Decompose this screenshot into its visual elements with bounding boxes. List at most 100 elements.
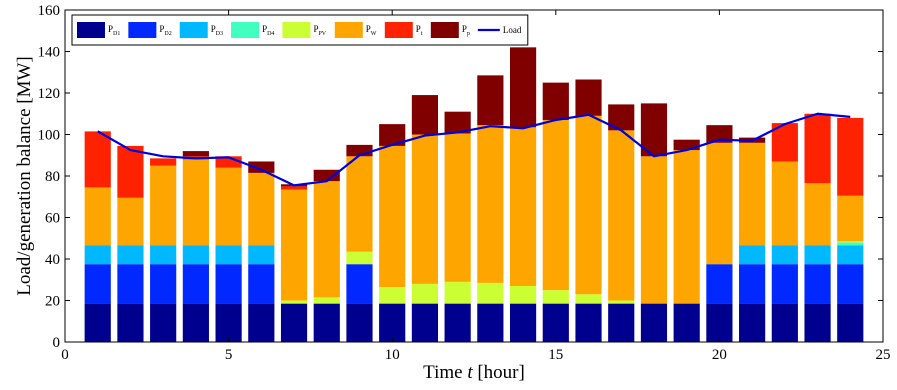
bars-layer xyxy=(84,47,864,342)
bar-segment-p-w-h8 xyxy=(313,181,340,298)
y-tick-label: 0 xyxy=(53,335,61,351)
bar-segment-p-d3-h5 xyxy=(215,245,242,265)
bar-segment-p-d1-h9 xyxy=(346,303,373,342)
bar-segment-p-d2-h5 xyxy=(215,264,242,304)
bar-segment-p-d1-h14 xyxy=(509,303,537,342)
bar-segment-p-t-h5 xyxy=(215,156,242,168)
bar-segment-p-d2-h4 xyxy=(182,264,209,304)
legend-swatch-p-p xyxy=(430,22,459,38)
bar-segment-p-pv-h8 xyxy=(313,297,340,304)
bar-segment-p-d1-h18 xyxy=(640,303,668,342)
bar-segment-p-d3-h2 xyxy=(117,245,144,265)
bar-segment-p-d2-h6 xyxy=(248,264,275,304)
bar-segment-p-d3-h22 xyxy=(771,245,798,265)
x-axis-title-prefix: Time xyxy=(423,362,467,383)
legend-swatch-p-t xyxy=(384,22,413,38)
bar-segment-p-t-h2 xyxy=(117,145,144,198)
bar-segment-p-d2-h9 xyxy=(346,264,373,304)
bar-segment-p-t-h3 xyxy=(150,158,177,166)
bar-segment-p-w-h17 xyxy=(608,130,635,301)
bar-segment-p-d2-h21 xyxy=(739,264,766,304)
bar-segment-p-t-h24 xyxy=(837,117,864,196)
x-tick-label: 10 xyxy=(385,347,400,363)
y-tick-label: 80 xyxy=(45,169,60,185)
bar-segment-p-w-h7 xyxy=(280,189,308,301)
bar-segment-p-w-h10 xyxy=(379,145,406,288)
bar-segment-p-d1-h3 xyxy=(150,303,177,342)
bar-segment-p-pv-h9 xyxy=(346,251,373,265)
bar-segment-p-w-h16 xyxy=(575,115,602,295)
bar-segment-p-p-h10 xyxy=(379,124,406,146)
bar-segment-p-pv-h13 xyxy=(477,282,504,304)
bar-segment-p-w-h24 xyxy=(837,195,864,242)
y-tick-label: 60 xyxy=(45,211,60,227)
bar-segment-p-t-h23 xyxy=(804,113,831,184)
bar-segment-p-d1-h10 xyxy=(379,303,406,342)
legend-label-p-d2: PD2 xyxy=(159,24,171,37)
legend-swatch-p-d3 xyxy=(179,22,208,38)
x-tick-label: 0 xyxy=(61,347,69,363)
bar-segment-p-pv-h10 xyxy=(379,287,406,304)
bar-segment-p-pv-h17 xyxy=(608,300,635,304)
bar-segment-p-p-h14 xyxy=(509,47,537,128)
bar-segment-p-pv-h14 xyxy=(509,285,537,304)
bar-segment-p-d3-h4 xyxy=(182,245,209,265)
bar-segment-p-p-h15 xyxy=(542,82,569,120)
bar-segment-p-d1-h7 xyxy=(280,303,308,342)
bar-segment-p-p-h20 xyxy=(706,125,733,143)
bar-segment-p-w-h14 xyxy=(509,127,537,286)
bar-segment-p-w-h4 xyxy=(182,159,209,246)
bar-segment-p-pv-h16 xyxy=(575,294,602,304)
bar-segment-p-p-h18 xyxy=(640,103,668,157)
bar-segment-p-d3-h6 xyxy=(248,245,275,265)
load-layer xyxy=(97,112,851,187)
x-axis-title-suffix: [hour] xyxy=(473,362,525,383)
bar-segment-p-d1-h12 xyxy=(444,303,471,342)
y-tick-label: 40 xyxy=(45,252,60,268)
x-tick-label: 15 xyxy=(548,347,563,363)
y-axis-title: Load/generation balance [MW] xyxy=(14,56,35,296)
bar-segment-p-d2-h24 xyxy=(837,264,864,304)
bar-segment-p-d1-h8 xyxy=(313,303,340,342)
bar-segment-p-d1-h17 xyxy=(608,303,635,342)
bar-segment-p-d4-h24 xyxy=(837,242,864,246)
bar-segment-p-d1-h2 xyxy=(117,303,144,342)
bar-segment-p-w-h21 xyxy=(739,142,766,246)
bar-segment-p-d1-h22 xyxy=(771,303,798,342)
bar-segment-p-d3-h21 xyxy=(739,245,766,265)
bar-segment-p-p-h11 xyxy=(411,95,439,135)
bar-segment-p-w-h18 xyxy=(640,156,668,304)
bar-segment-p-p-h6 xyxy=(248,161,275,173)
legend-label-p-t: Pt xyxy=(416,24,423,37)
bar-segment-p-w-h23 xyxy=(804,183,831,246)
bar-segment-p-d1-h21 xyxy=(739,303,766,342)
bar-segment-p-w-h9 xyxy=(346,156,373,252)
x-tick-label: 5 xyxy=(225,347,233,363)
bar-segment-p-t-h1 xyxy=(84,131,111,188)
bar-segment-p-pv-h24 xyxy=(837,241,864,243)
y-tick-label: 160 xyxy=(38,3,61,19)
bar-segment-p-d1-h11 xyxy=(411,303,439,342)
bar-segment-p-pv-h11 xyxy=(411,283,439,304)
x-tick-label: 25 xyxy=(876,347,891,363)
legend-swatch-p-d1 xyxy=(77,22,105,38)
bar-segment-p-d2-h3 xyxy=(150,264,177,304)
bar-segment-p-d3-h1 xyxy=(84,245,111,265)
bar-segment-p-d1-h23 xyxy=(804,303,831,342)
bar-segment-p-w-h15 xyxy=(542,119,569,291)
bar-segment-p-d2-h1 xyxy=(84,264,111,304)
bar-segment-p-d1-h5 xyxy=(215,303,242,342)
legend-label-p-d3: PD3 xyxy=(211,24,223,37)
ticks-layer: 0 5 10 15 20 25 0 20 40 60 80 100 120 140 160 xyxy=(38,3,891,363)
bar-segment-p-d1-h24 xyxy=(837,303,864,342)
bar-segment-p-w-h22 xyxy=(771,161,798,246)
y-tick-label: 140 xyxy=(38,45,61,61)
bar-segment-p-d1-h13 xyxy=(477,303,504,342)
bar-segment-p-d1-h16 xyxy=(575,303,602,342)
legend: PD1 PD2 PD3 PD4 PPV PW Pt Pp Load xyxy=(71,14,529,46)
y-tick-label: 20 xyxy=(45,294,60,310)
bar-segment-p-d1-h1 xyxy=(84,303,111,342)
bar-segment-p-d1-h15 xyxy=(542,303,569,342)
